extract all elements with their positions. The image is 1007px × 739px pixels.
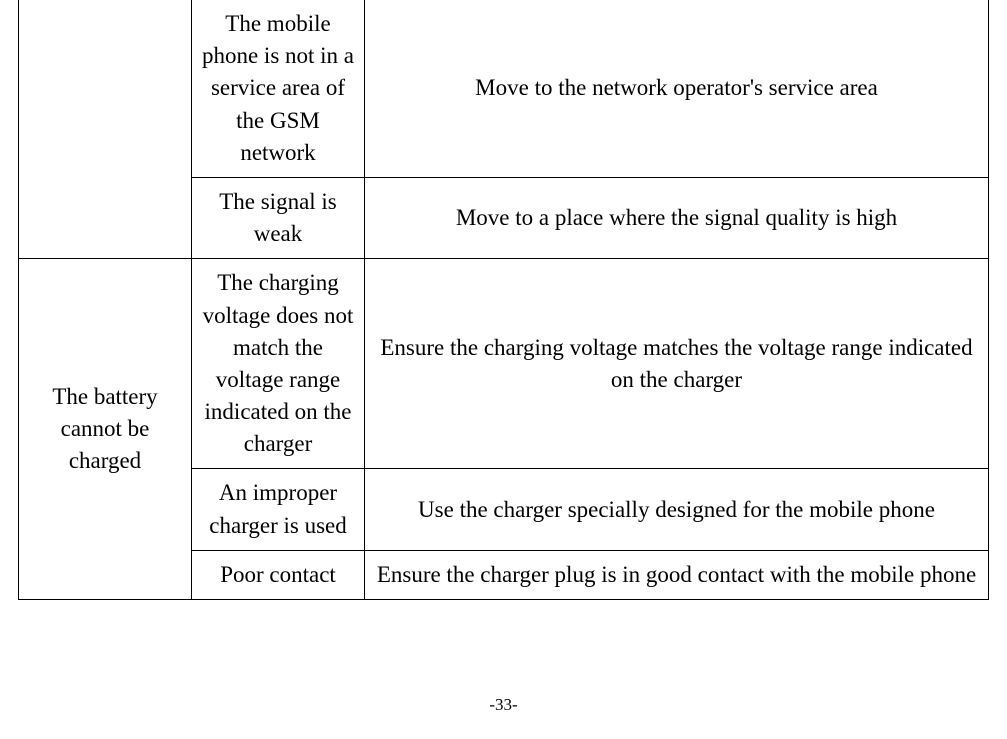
problem-cell: The battery cannot be charged (19, 259, 192, 600)
troubleshooting-table: The mobile phone is not in a service are… (18, 0, 989, 600)
page-number: -33- (0, 695, 1007, 715)
solution-cell: Ensure the charging voltage matches the … (365, 259, 989, 469)
cause-cell: An improper charger is used (192, 469, 365, 550)
solution-cell: Move to a place where the signal quality… (365, 177, 989, 258)
page: The mobile phone is not in a service are… (0, 0, 1007, 739)
table-row: The mobile phone is not in a service are… (19, 0, 989, 177)
cause-cell: The signal is weak (192, 177, 365, 258)
solution-cell: Use the charger specially designed for t… (365, 469, 989, 550)
table-row: The battery cannot be charged The chargi… (19, 259, 989, 469)
cause-cell: Poor contact (192, 550, 365, 599)
problem-cell (19, 0, 192, 259)
solution-cell: Ensure the charger plug is in good conta… (365, 550, 989, 599)
solution-cell: Move to the network operator's service a… (365, 0, 989, 177)
cause-cell: The mobile phone is not in a service are… (192, 0, 365, 177)
cause-cell: The charging voltage does not match the … (192, 259, 365, 469)
